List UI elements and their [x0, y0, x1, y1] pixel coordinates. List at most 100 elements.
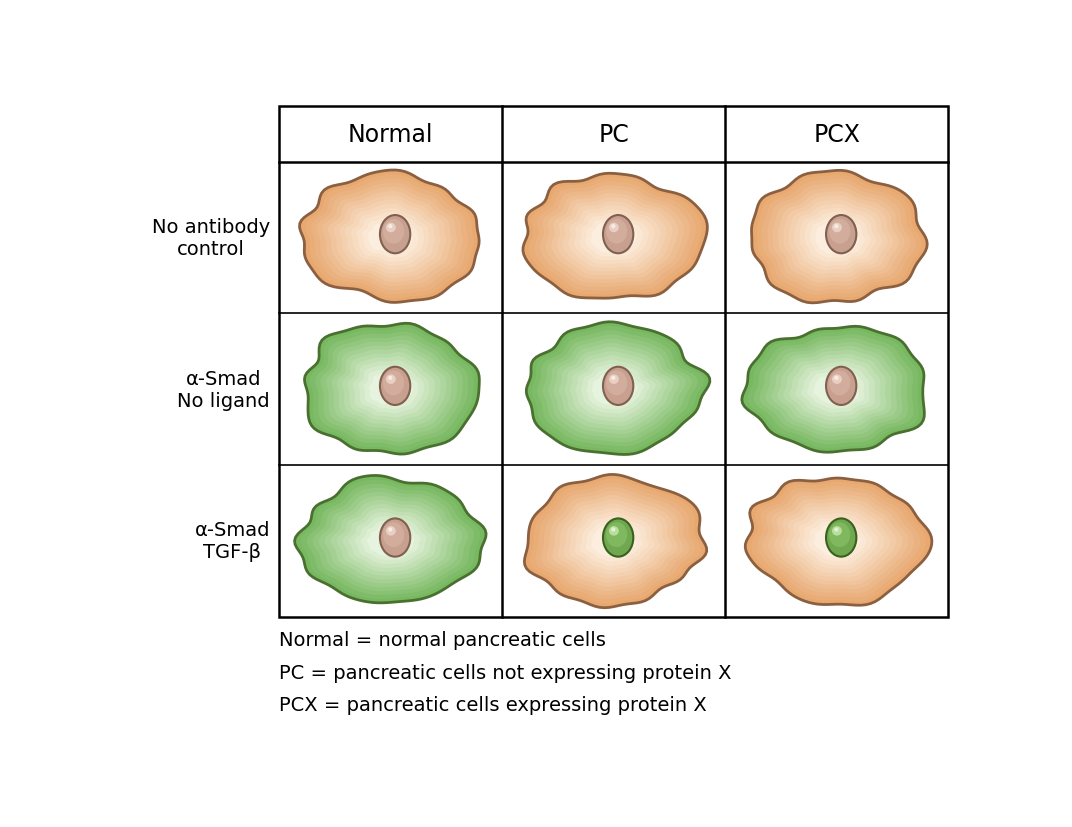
Polygon shape	[779, 502, 896, 581]
Polygon shape	[786, 506, 890, 577]
Polygon shape	[351, 208, 430, 266]
Polygon shape	[778, 192, 899, 283]
Polygon shape	[326, 340, 457, 438]
Polygon shape	[307, 484, 474, 595]
Polygon shape	[560, 347, 674, 430]
Polygon shape	[325, 496, 457, 584]
Polygon shape	[306, 175, 474, 299]
Polygon shape	[796, 514, 878, 569]
Ellipse shape	[606, 523, 627, 547]
Text: α-Smad
TGF-β: α-Smad TGF-β	[194, 520, 270, 562]
Polygon shape	[762, 179, 915, 295]
Polygon shape	[304, 324, 479, 455]
Polygon shape	[347, 356, 435, 422]
Polygon shape	[330, 500, 450, 580]
Polygon shape	[546, 190, 684, 284]
Polygon shape	[760, 338, 908, 441]
Polygon shape	[810, 218, 865, 259]
Polygon shape	[765, 342, 903, 437]
Text: Normal: Normal	[348, 122, 433, 146]
Polygon shape	[816, 222, 860, 255]
Polygon shape	[343, 509, 438, 572]
Polygon shape	[803, 518, 873, 565]
Polygon shape	[534, 182, 696, 291]
Polygon shape	[784, 196, 893, 279]
Ellipse shape	[827, 519, 857, 557]
Ellipse shape	[832, 527, 842, 536]
Polygon shape	[580, 516, 649, 566]
Polygon shape	[316, 184, 462, 291]
Ellipse shape	[379, 519, 411, 557]
Polygon shape	[357, 213, 423, 262]
Polygon shape	[800, 208, 876, 266]
Polygon shape	[542, 335, 691, 442]
Polygon shape	[328, 192, 451, 283]
Ellipse shape	[602, 216, 634, 254]
Text: PCX: PCX	[814, 122, 860, 146]
Ellipse shape	[609, 375, 619, 385]
Polygon shape	[789, 200, 888, 275]
Ellipse shape	[388, 528, 392, 532]
Polygon shape	[553, 343, 680, 434]
Polygon shape	[548, 339, 686, 438]
Ellipse shape	[829, 371, 850, 396]
Ellipse shape	[606, 220, 627, 245]
Ellipse shape	[379, 216, 411, 254]
Polygon shape	[581, 365, 650, 414]
Polygon shape	[569, 508, 660, 575]
Polygon shape	[353, 361, 430, 418]
Ellipse shape	[834, 376, 838, 380]
Polygon shape	[591, 222, 637, 253]
Polygon shape	[368, 222, 413, 255]
Polygon shape	[295, 476, 486, 603]
Ellipse shape	[602, 367, 634, 405]
Polygon shape	[773, 188, 905, 287]
Polygon shape	[530, 479, 701, 604]
Polygon shape	[532, 327, 704, 451]
Ellipse shape	[609, 223, 619, 233]
Ellipse shape	[609, 527, 619, 536]
Polygon shape	[362, 217, 418, 258]
Text: No antibody
control: No antibody control	[151, 218, 270, 259]
Polygon shape	[762, 490, 914, 594]
Polygon shape	[523, 174, 708, 299]
Polygon shape	[751, 482, 926, 601]
Polygon shape	[331, 344, 451, 434]
Polygon shape	[342, 352, 441, 426]
Text: PC = pancreatic cells not expressing protein X: PC = pancreatic cells not expressing pro…	[279, 663, 731, 682]
Text: PC: PC	[598, 122, 629, 146]
Polygon shape	[537, 331, 698, 447]
Polygon shape	[576, 361, 656, 418]
Ellipse shape	[383, 523, 404, 547]
Polygon shape	[524, 475, 706, 608]
Ellipse shape	[832, 375, 842, 385]
Ellipse shape	[834, 225, 838, 229]
Polygon shape	[299, 171, 479, 303]
Polygon shape	[585, 218, 643, 257]
Polygon shape	[805, 213, 870, 263]
Polygon shape	[808, 522, 866, 562]
Ellipse shape	[388, 376, 392, 380]
Polygon shape	[580, 214, 649, 261]
Polygon shape	[321, 336, 463, 442]
Polygon shape	[563, 202, 667, 272]
Polygon shape	[751, 171, 927, 304]
Polygon shape	[315, 332, 468, 447]
Polygon shape	[757, 175, 922, 299]
Polygon shape	[310, 328, 474, 451]
Polygon shape	[345, 204, 435, 270]
Polygon shape	[337, 504, 444, 576]
Polygon shape	[575, 512, 654, 571]
Polygon shape	[313, 488, 468, 591]
Ellipse shape	[832, 223, 842, 233]
Polygon shape	[552, 495, 678, 587]
Polygon shape	[369, 373, 413, 406]
Polygon shape	[367, 525, 415, 557]
Polygon shape	[541, 487, 689, 595]
Polygon shape	[300, 480, 480, 600]
Polygon shape	[547, 491, 684, 591]
Ellipse shape	[834, 528, 838, 532]
Polygon shape	[557, 500, 672, 583]
Ellipse shape	[388, 225, 392, 229]
Bar	[279, 107, 949, 617]
